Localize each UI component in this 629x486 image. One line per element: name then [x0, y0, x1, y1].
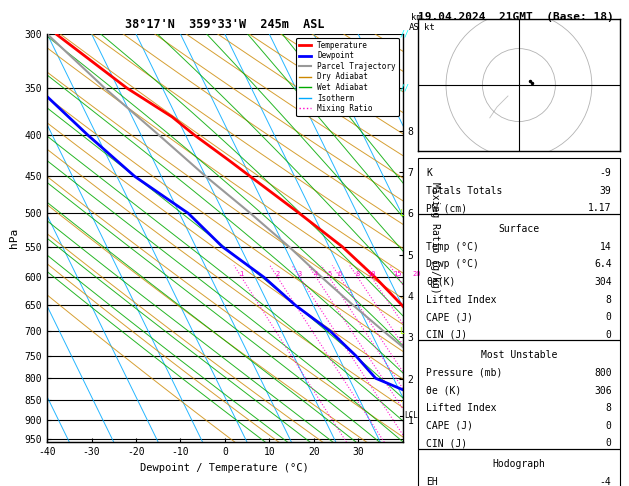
Y-axis label: Mixing Ratio (g/kg): Mixing Ratio (g/kg) — [430, 182, 440, 294]
Y-axis label: hPa: hPa — [9, 228, 19, 248]
Text: 20: 20 — [413, 271, 421, 278]
Legend: Temperature, Dewpoint, Parcel Trajectory, Dry Adiabat, Wet Adiabat, Isotherm, Mi: Temperature, Dewpoint, Parcel Trajectory… — [296, 38, 399, 116]
Text: LCL: LCL — [404, 411, 418, 420]
Text: 6: 6 — [338, 271, 342, 278]
Bar — [418, 214, 620, 340]
Text: Surface: Surface — [498, 224, 540, 234]
Bar — [418, 449, 620, 486]
Text: 14: 14 — [600, 242, 611, 252]
Text: 800: 800 — [594, 368, 611, 378]
Text: 10: 10 — [367, 271, 376, 278]
Text: θe(K): θe(K) — [426, 277, 456, 287]
Text: 306: 306 — [594, 385, 611, 396]
Text: Temp (°C): Temp (°C) — [426, 242, 479, 252]
Text: Pressure (mb): Pressure (mb) — [426, 368, 503, 378]
Text: 2: 2 — [276, 271, 280, 278]
Text: Most Unstable: Most Unstable — [481, 350, 557, 360]
Text: 304: 304 — [594, 277, 611, 287]
Text: 0: 0 — [606, 438, 611, 448]
Text: //: // — [399, 84, 409, 93]
Text: 8: 8 — [606, 403, 611, 413]
Text: θe (K): θe (K) — [426, 385, 462, 396]
Text: CAPE (J): CAPE (J) — [426, 421, 474, 431]
Text: 8: 8 — [606, 295, 611, 305]
Text: 19.04.2024  21GMT  (Base: 18): 19.04.2024 21GMT (Base: 18) — [418, 12, 614, 22]
X-axis label: Dewpoint / Temperature (°C): Dewpoint / Temperature (°C) — [140, 463, 309, 473]
Title: 38°17'N  359°33'W  245m  ASL: 38°17'N 359°33'W 245m ASL — [125, 18, 325, 32]
Text: L: L — [399, 327, 404, 336]
Text: 15: 15 — [394, 271, 402, 278]
Text: -9: -9 — [600, 168, 611, 178]
Text: Lifted Index: Lifted Index — [426, 403, 497, 413]
Text: EH: EH — [426, 477, 438, 486]
Text: L: L — [399, 209, 404, 218]
Bar — [418, 158, 620, 214]
Text: 0: 0 — [606, 330, 611, 340]
Text: 0: 0 — [606, 421, 611, 431]
Text: 1.17: 1.17 — [588, 204, 611, 213]
Text: 3: 3 — [298, 271, 302, 278]
Text: 5: 5 — [327, 271, 331, 278]
Text: CIN (J): CIN (J) — [426, 438, 467, 448]
Text: //: // — [399, 30, 409, 38]
Text: Dewp (°C): Dewp (°C) — [426, 260, 479, 269]
Text: CAPE (J): CAPE (J) — [426, 312, 474, 322]
Text: km
ASL: km ASL — [409, 13, 425, 32]
Text: Totals Totals: Totals Totals — [426, 186, 503, 196]
Text: kt: kt — [425, 23, 435, 33]
Text: 0: 0 — [606, 312, 611, 322]
Text: -4: -4 — [600, 477, 611, 486]
Text: Hodograph: Hodograph — [493, 459, 545, 469]
Text: CIN (J): CIN (J) — [426, 330, 467, 340]
Text: Lifted Index: Lifted Index — [426, 295, 497, 305]
Text: 4: 4 — [314, 271, 318, 278]
Text: K: K — [426, 168, 432, 178]
Text: .: . — [399, 395, 404, 404]
Text: 39: 39 — [600, 186, 611, 196]
Bar — [418, 340, 620, 449]
Text: 6.4: 6.4 — [594, 260, 611, 269]
Text: 8: 8 — [355, 271, 360, 278]
Text: 1: 1 — [240, 271, 243, 278]
Text: PW (cm): PW (cm) — [426, 204, 467, 213]
